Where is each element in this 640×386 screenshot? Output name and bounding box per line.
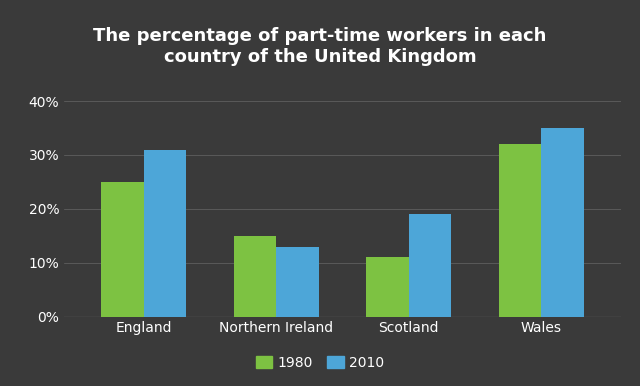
Bar xyxy=(541,128,584,317)
Bar xyxy=(409,214,451,317)
Bar xyxy=(366,257,409,317)
Bar xyxy=(499,144,541,317)
Bar xyxy=(101,182,143,317)
Text: The percentage of part-time workers in each
country of the United Kingdom: The percentage of part-time workers in e… xyxy=(93,27,547,66)
Legend: 1980, 2010: 1980, 2010 xyxy=(250,350,390,375)
Bar xyxy=(143,149,186,317)
Bar xyxy=(276,247,319,317)
Bar xyxy=(234,236,276,317)
